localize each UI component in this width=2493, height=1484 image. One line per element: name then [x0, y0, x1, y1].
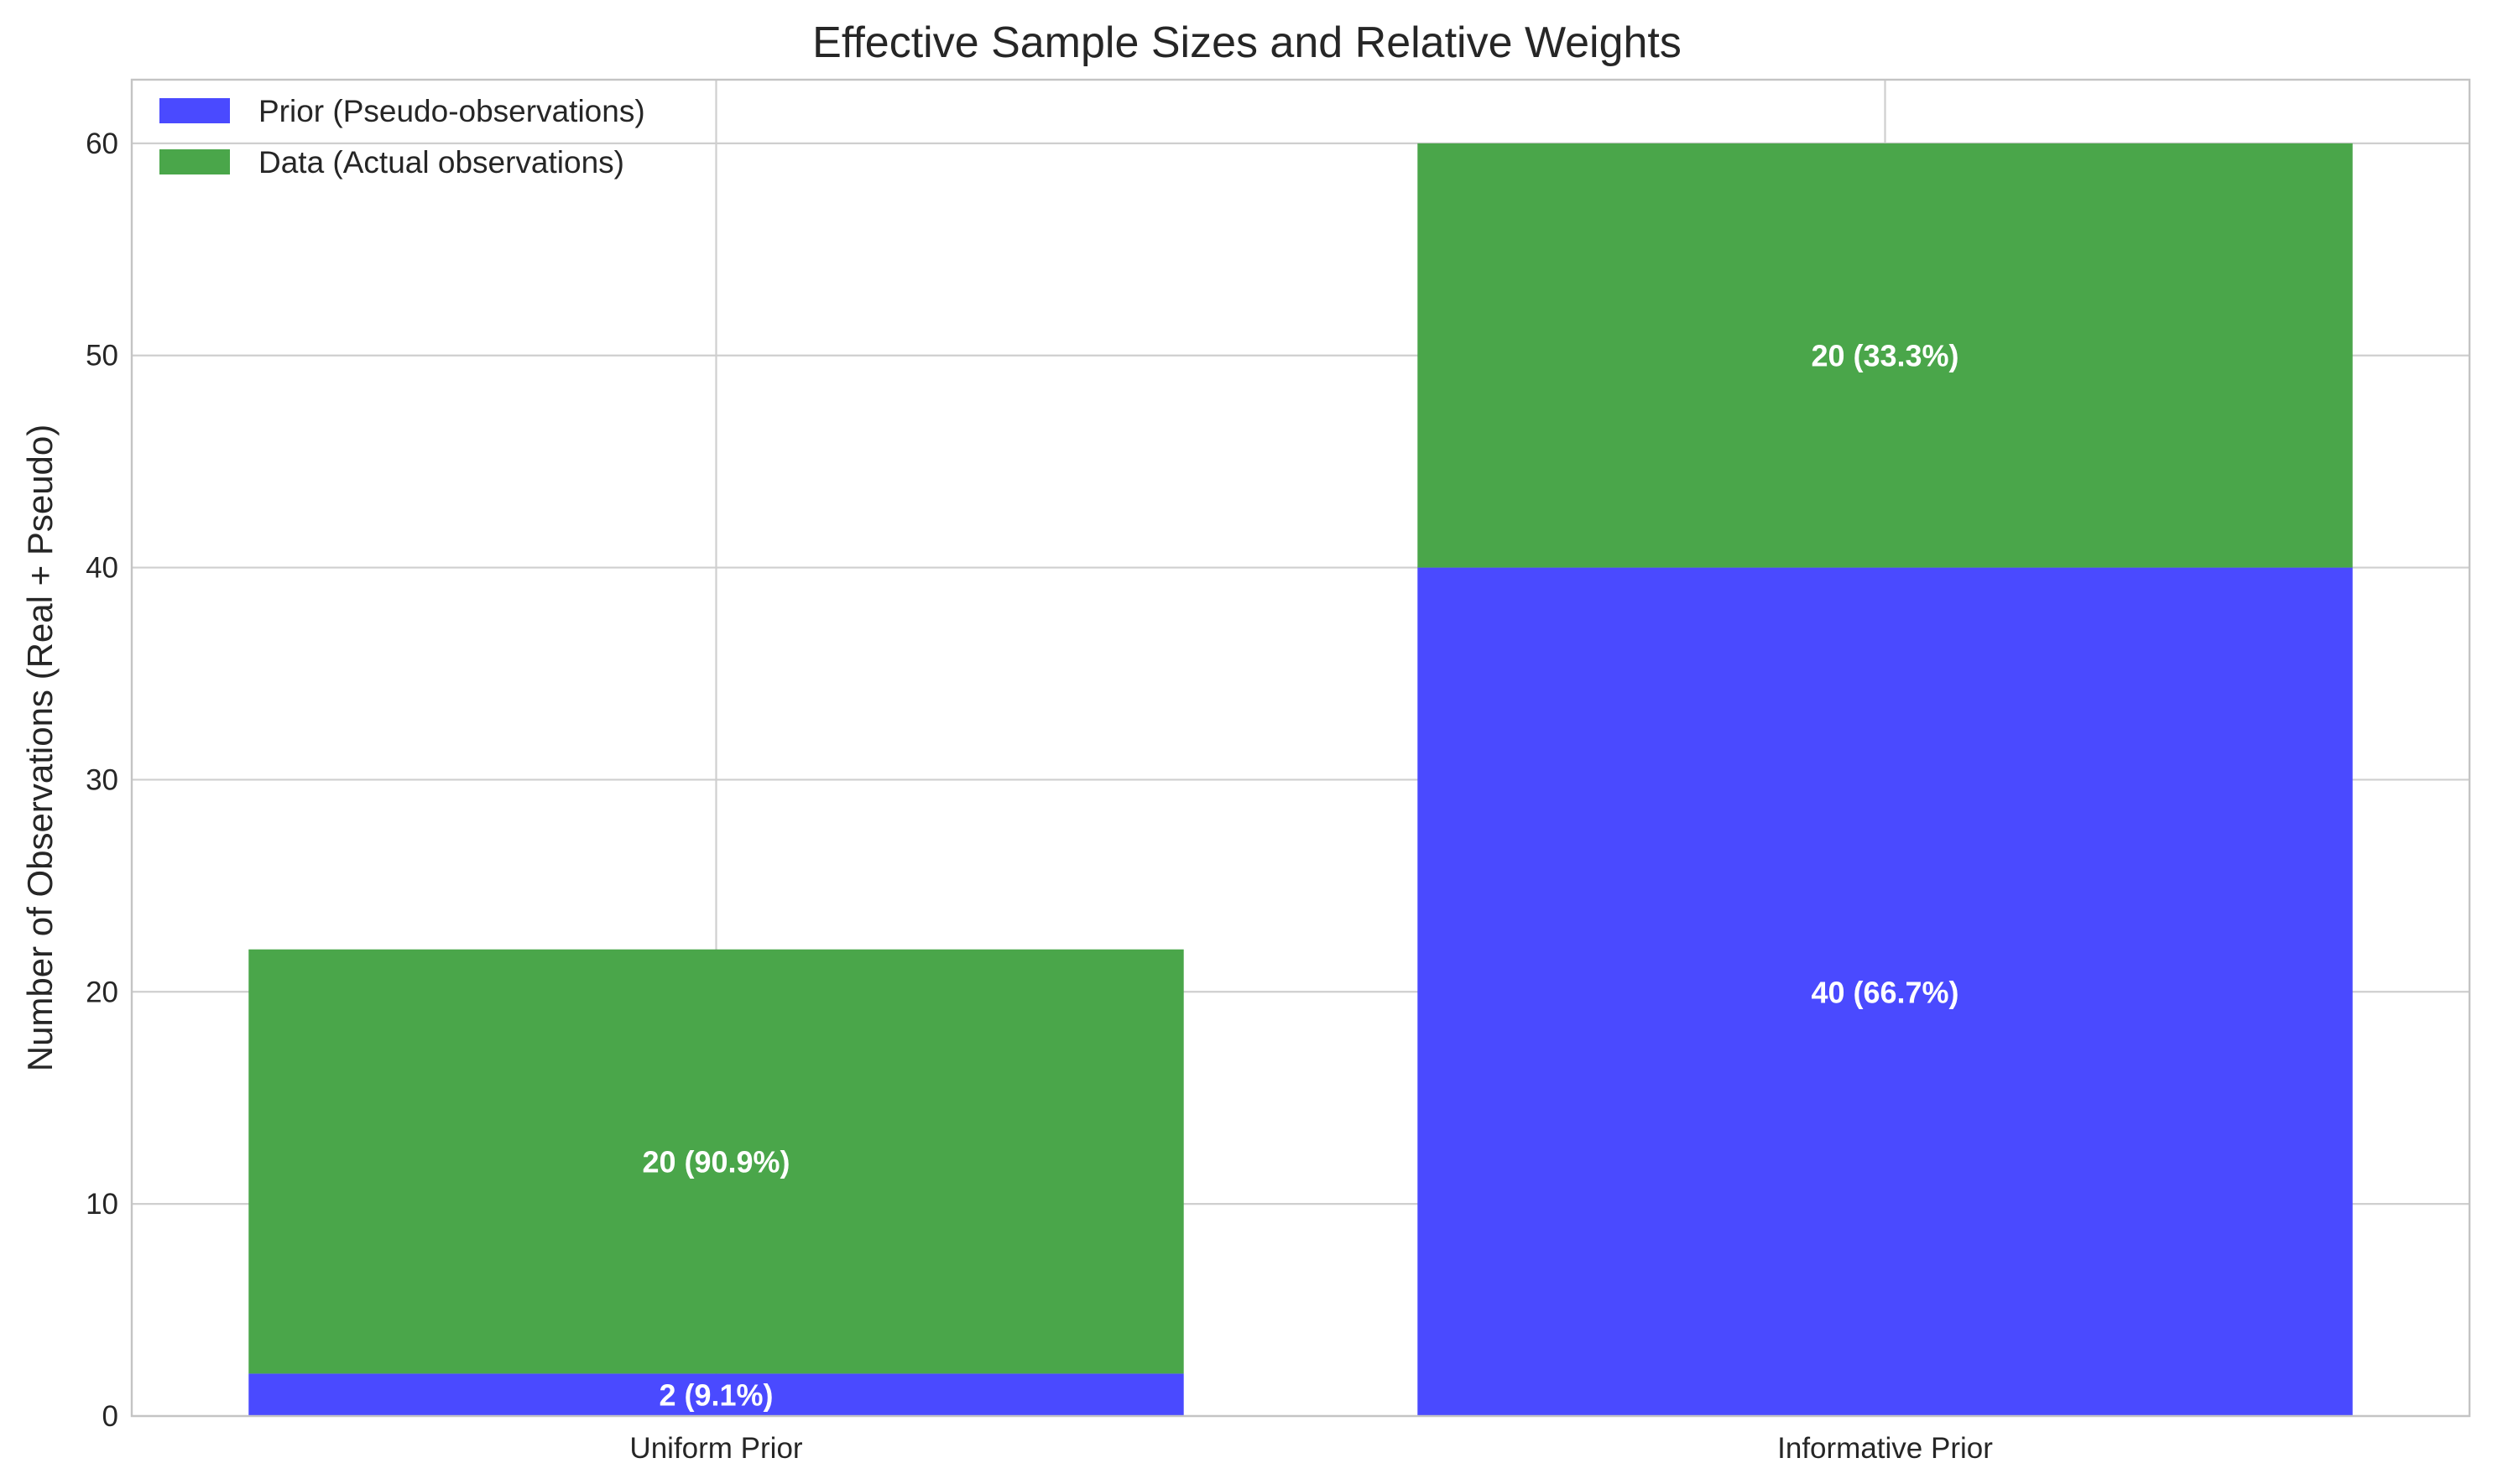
- plot-frame: [130, 78, 2471, 1418]
- y-tick-label: 0: [102, 1400, 118, 1433]
- bars: [248, 143, 2353, 1416]
- y-tick-label: 30: [86, 763, 118, 796]
- legend-label-prior: Prior (Pseudo-observations): [258, 94, 645, 128]
- legend-swatch-data: [159, 149, 230, 174]
- chart-title: Effective Sample Sizes and Relative Weig…: [812, 18, 1682, 67]
- bar-label-prior-uniform-prior: 2 (9.1%): [659, 1378, 773, 1413]
- bar-label-prior-informative-prior: 40 (66.7%): [1811, 975, 1958, 1009]
- y-tick-label: 60: [86, 128, 118, 160]
- y-tick-label: 20: [86, 976, 118, 1008]
- y-tick-label: 10: [86, 1188, 118, 1221]
- x-tick-label: Informative Prior: [1777, 1432, 1993, 1465]
- y-axis-ticks: 0 10 20 30 40 50 60: [86, 128, 118, 1433]
- bar-labels: 2 (9.1%) 40 (66.7%) 20 (90.9%) 20 (33.3%): [642, 339, 1958, 1413]
- x-tick-label: Uniform Prior: [629, 1432, 802, 1465]
- bar-prior-informative-prior: [1417, 567, 2353, 1416]
- y-tick-label: 50: [86, 340, 118, 372]
- bar-data-uniform-prior: [248, 949, 1184, 1374]
- x-axis-ticks: Uniform Prior Informative Prior: [629, 1432, 1993, 1465]
- y-axis-title: Number of Observations (Real + Pseudo): [20, 424, 60, 1072]
- bar-label-data-informative-prior: 20 (33.3%): [1811, 339, 1958, 373]
- legend: Prior (Pseudo-observations) Data (Actual …: [159, 94, 645, 180]
- legend-label-data: Data (Actual observations): [258, 145, 624, 180]
- legend-swatch-prior: [159, 98, 230, 123]
- bar-label-data-uniform-prior: 20 (90.9%): [642, 1145, 790, 1179]
- y-tick-label: 40: [86, 552, 118, 585]
- bar-data-informative-prior: [1417, 143, 2353, 568]
- bar-prior-uniform-prior: [248, 1373, 1184, 1416]
